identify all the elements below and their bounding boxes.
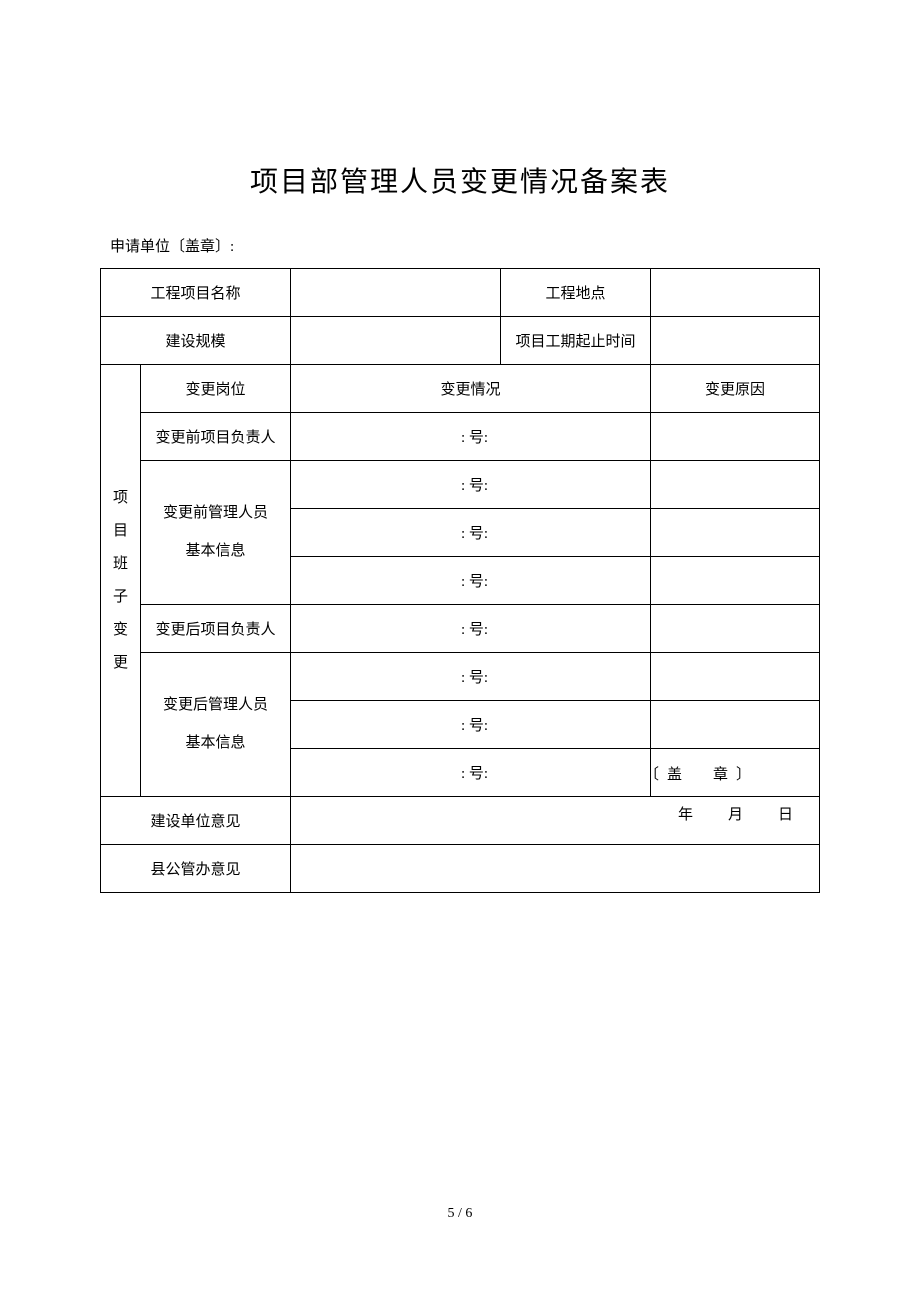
label-construction-scale: 建设规模 [101, 317, 291, 365]
seal-text: 〔盖 章〕 [644, 763, 759, 784]
row-project-name: 工程项目名称 工程地点 [101, 269, 820, 317]
label-before-mgmt-line2: 基本信息 [141, 533, 290, 571]
registration-form-table: 工程项目名称 工程地点 建设规模 项目工期起止时间 项 目 班 子 变 更 变更… [100, 268, 820, 893]
vertical-char-4: 子 [101, 581, 140, 614]
row-before-mgmt-1: 变更前管理人员 基本信息 : 号: [101, 461, 820, 509]
detail-before-mgmt-1: : 号: [291, 461, 651, 509]
label-before-mgmt-line1: 变更前管理人员 [141, 495, 290, 533]
row-county-office-opinion: 县公管办意见 [101, 845, 820, 893]
row-section-header: 项 目 班 子 变 更 变更岗位 变更情况 变更原因 [101, 365, 820, 413]
vertical-char-2: 目 [101, 515, 140, 548]
detail-before-mgmt-3: : 号: [291, 557, 651, 605]
reason-before-mgmt-2 [651, 509, 820, 557]
label-before-leader: 变更前项目负责人 [141, 413, 291, 461]
vertical-section-label: 项 目 班 子 变 更 [101, 365, 141, 797]
row-construction-unit-opinion: 建设单位意见 〔盖 章〕 年 月 日 [101, 797, 820, 845]
detail-before-leader: : 号: [291, 413, 651, 461]
label-project-name: 工程项目名称 [101, 269, 291, 317]
label-after-leader: 变更后项目负责人 [141, 605, 291, 653]
vertical-char-5: 变 [101, 614, 140, 647]
row-construction-scale: 建设规模 项目工期起止时间 [101, 317, 820, 365]
applicant-unit-label: 申请单位〔盖章〕: [100, 235, 820, 256]
detail-after-mgmt-3: : 号: [291, 749, 651, 797]
value-project-duration [651, 317, 820, 365]
label-after-mgmt-line1: 变更后管理人员 [141, 687, 290, 725]
reason-before-leader [651, 413, 820, 461]
document-title: 项目部管理人员变更情况备案表 [100, 160, 820, 200]
header-change-reason: 变更原因 [651, 365, 820, 413]
label-after-mgmt: 变更后管理人员 基本信息 [141, 653, 291, 797]
date-text: 年 月 日 [678, 803, 803, 824]
vertical-char-6: 更 [101, 647, 140, 680]
label-county-office-opinion: 县公管办意见 [101, 845, 291, 893]
label-project-location: 工程地点 [501, 269, 651, 317]
label-project-duration: 项目工期起止时间 [501, 317, 651, 365]
row-after-mgmt-1: 变更后管理人员 基本信息 : 号: [101, 653, 820, 701]
header-change-position: 变更岗位 [141, 365, 291, 413]
label-after-mgmt-line2: 基本信息 [141, 725, 290, 763]
value-project-location [651, 269, 820, 317]
value-construction-scale [291, 317, 501, 365]
row-before-leader: 变更前项目负责人 : 号: [101, 413, 820, 461]
reason-after-leader [651, 605, 820, 653]
vertical-char-3: 班 [101, 548, 140, 581]
label-construction-unit-opinion: 建设单位意见 [101, 797, 291, 845]
detail-after-leader: : 号: [291, 605, 651, 653]
row-after-leader: 变更后项目负责人 : 号: [101, 605, 820, 653]
header-change-status: 变更情况 [291, 365, 651, 413]
detail-after-mgmt-2: : 号: [291, 701, 651, 749]
value-construction-unit-opinion: 〔盖 章〕 年 月 日 [291, 797, 820, 845]
label-before-mgmt: 变更前管理人员 基本信息 [141, 461, 291, 605]
reason-after-mgmt-2 [651, 701, 820, 749]
reason-before-mgmt-3 [651, 557, 820, 605]
page-number: 5 / 6 [0, 1206, 920, 1222]
reason-before-mgmt-1 [651, 461, 820, 509]
detail-before-mgmt-2: : 号: [291, 509, 651, 557]
value-project-name [291, 269, 501, 317]
vertical-char-1: 项 [101, 482, 140, 515]
detail-after-mgmt-1: : 号: [291, 653, 651, 701]
reason-after-mgmt-1 [651, 653, 820, 701]
value-county-office-opinion [291, 845, 820, 893]
